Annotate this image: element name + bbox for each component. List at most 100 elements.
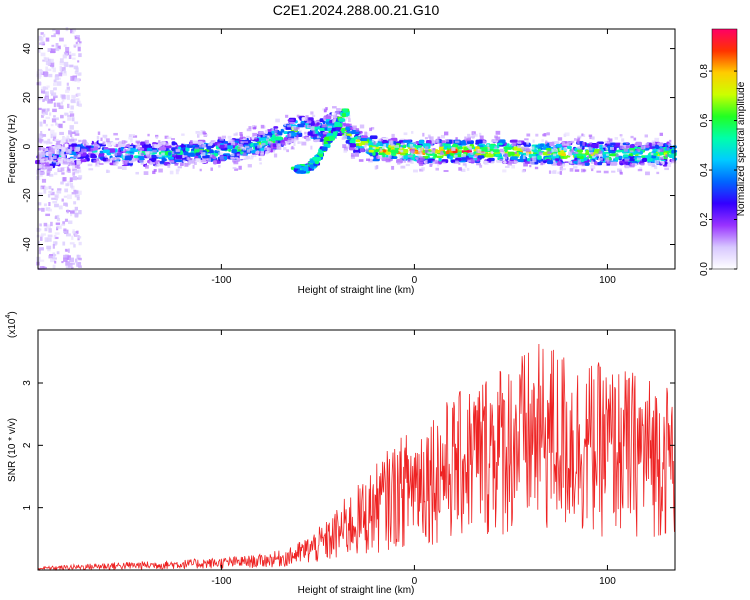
spectrogram-cell	[78, 241, 82, 246]
spectrogram-cell	[252, 127, 256, 130]
spectrogram-cell	[74, 44, 79, 47]
spectrogram-cell	[78, 72, 82, 76]
spectrogram-cell	[426, 159, 432, 163]
spectrogram-cell	[542, 160, 547, 164]
spectrogram-cell	[541, 139, 544, 142]
spectrogram-cell	[197, 141, 203, 146]
spectrogram-cell	[41, 114, 44, 118]
spectrogram-cell	[41, 43, 46, 46]
spectrogram-cell	[56, 102, 61, 107]
spectrogram-cell	[418, 147, 421, 152]
spectrogram-cell	[564, 132, 570, 137]
spectrogram-cell	[55, 122, 58, 126]
spectrogram-cell	[640, 145, 646, 150]
spectrogram-cell	[591, 168, 594, 172]
spectrogram-cell	[230, 142, 235, 146]
spectrogram-cell	[305, 136, 310, 141]
spectrogram-cell	[603, 170, 609, 174]
spectrogram-cell	[657, 149, 661, 153]
spectrogram-cell	[48, 255, 53, 259]
spectrogram-cell	[36, 169, 41, 175]
spectrogram-cell	[52, 108, 57, 113]
spectrogram-cell	[79, 41, 82, 46]
snr-scale-label: (x104)	[5, 311, 18, 338]
spectrogram-cell	[56, 214, 60, 219]
spectrogram-cell	[364, 143, 369, 146]
spectrogram-cell	[644, 134, 648, 138]
spectrogram-cell	[264, 147, 269, 151]
spectrogram-cell	[467, 159, 471, 163]
spectrogram-cell	[65, 139, 68, 143]
spectrogram-cell	[467, 136, 471, 141]
spectrogram-cell	[539, 143, 545, 147]
spectrogram-cell	[373, 149, 381, 152]
spectrogram-cell	[66, 86, 70, 91]
spectrogram-cell	[78, 175, 83, 179]
spectrogram-cell	[414, 145, 423, 148]
spectrogram-cell	[95, 157, 100, 161]
spectrogram-cell	[58, 226, 62, 230]
spectrogram-cell	[167, 156, 174, 160]
spectrogram-cell	[71, 143, 78, 147]
spectrogram-cell	[361, 138, 368, 141]
snr-y-tick-label: 3	[22, 380, 33, 386]
spectrogram-cell	[507, 162, 512, 166]
spectrogram-cell	[457, 146, 463, 150]
spectrogram-cell	[602, 145, 607, 148]
spectrogram-cell	[96, 160, 101, 164]
spectrogram-cell	[66, 103, 70, 109]
spectrogram-cell	[269, 148, 274, 153]
spectrogram-cell	[546, 160, 554, 165]
spectrogram-cells	[35, 27, 678, 271]
spectrogram-cell	[113, 152, 118, 156]
spectrogram-cell	[51, 118, 57, 123]
spectrogram-cell	[37, 208, 41, 211]
spectrogram-cell	[37, 147, 41, 151]
spectrogram-cell	[73, 130, 79, 134]
spectrogram-cell	[167, 163, 171, 168]
spectrogram-cell	[248, 126, 252, 129]
spectrogram-cell	[63, 228, 67, 232]
spectrogram-cell	[199, 149, 203, 154]
spectrogram-cell	[71, 53, 76, 57]
spectrogram-cell	[495, 130, 501, 135]
spectrogram-cell	[227, 139, 233, 144]
spectrogram-cell	[76, 196, 80, 201]
colorbar-frame	[711, 28, 738, 270]
spectrogram-cell	[72, 28, 77, 32]
spectrogram-cell	[55, 236, 59, 240]
spectrogram-cell	[63, 195, 68, 198]
colorbar-tick-label: 0.8	[699, 64, 710, 78]
snr-y-tick-label: 2	[22, 442, 33, 448]
spectrogram-cell	[60, 164, 68, 167]
colorbar-tick-label: 0.6	[699, 113, 710, 127]
spectrogram-cell	[529, 164, 532, 168]
spectrogram-cell	[45, 60, 51, 66]
spectrogram-cell	[636, 148, 640, 152]
spectrogram-cell	[620, 134, 623, 138]
spectrogram-cell	[72, 176, 77, 181]
spectrogram-cell	[59, 61, 64, 66]
spectrogram-cell	[62, 120, 66, 123]
spectrogram-cell	[336, 108, 341, 112]
spectrogram-cell	[78, 154, 81, 158]
spectrogram-cell	[481, 151, 486, 154]
spectrogram-cell	[42, 266, 47, 270]
spectrogram-cell	[614, 156, 619, 161]
spectrogram-cell	[153, 168, 157, 172]
spectrogram-cell	[577, 159, 581, 163]
spectrogram-cell	[53, 33, 56, 36]
spectrogram-cell	[45, 66, 48, 72]
spectrogram-cell	[464, 165, 468, 168]
spectrogram-cell	[518, 152, 523, 155]
spectrogram-cell	[62, 160, 66, 164]
spectrogram-cell	[305, 115, 309, 118]
spectrogram-cell	[355, 128, 360, 132]
spectrogram-cell	[55, 150, 60, 155]
spectrogram-x-tick-label: -100	[211, 275, 231, 286]
spectrogram-cell	[605, 157, 610, 162]
spectrogram-cell	[65, 183, 69, 187]
spectrogram-cell	[395, 144, 400, 148]
spectrogram-cell	[69, 139, 75, 142]
spectrogram-cell	[74, 77, 77, 82]
